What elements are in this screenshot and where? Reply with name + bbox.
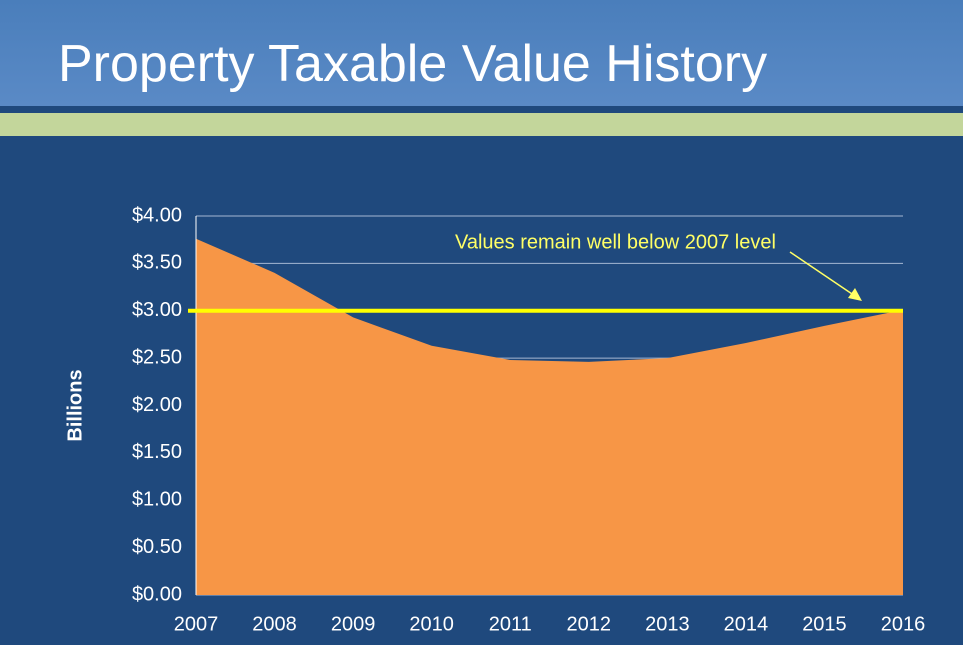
x-tick-label: 2010 <box>409 613 454 635</box>
x-tick-label: 2014 <box>724 613 769 635</box>
y-tick-label: $3.50 <box>132 252 182 274</box>
x-tick-label: 2008 <box>252 613 297 635</box>
chart-title: Property Taxable Value History <box>58 35 768 93</box>
y-tick-label: $2.50 <box>132 346 182 368</box>
annotation-arrow <box>789 251 859 299</box>
x-tick-label: 2012 <box>567 613 612 635</box>
x-tick-label: 2009 <box>331 613 376 635</box>
x-tick-label: 2016 <box>881 613 926 635</box>
x-tick-label: 2007 <box>174 613 219 635</box>
y-tick-label: $0.50 <box>132 536 182 558</box>
x-tick-label: 2011 <box>489 613 532 635</box>
accent-stripe <box>0 113 963 136</box>
annotation-arrowhead <box>848 288 862 301</box>
y-tick-label: $1.50 <box>132 441 182 463</box>
y-tick-label: $3.00 <box>132 299 182 321</box>
y-tick-label: $0.00 <box>132 583 182 605</box>
y-tick-label: $2.00 <box>132 394 182 416</box>
y-tick-label: $1.00 <box>132 489 182 511</box>
annotation: Values remain well below 2007 level <box>455 231 776 253</box>
area <box>196 238 903 596</box>
x-tick-label: 2013 <box>645 613 690 635</box>
y-tick-label: $4.00 <box>132 204 182 226</box>
x-tick-label: 2015 <box>802 613 847 635</box>
title-band <box>0 0 963 106</box>
y-axis-title: Billions <box>64 369 86 441</box>
